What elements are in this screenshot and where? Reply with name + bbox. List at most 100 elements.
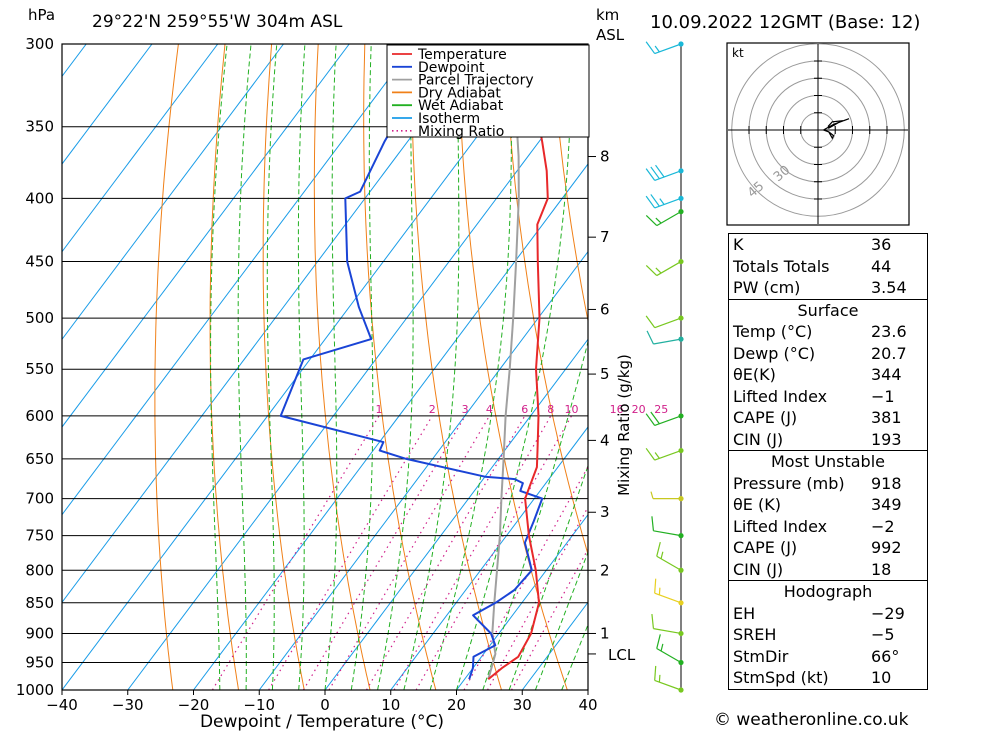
km-tick-label: 6 — [600, 300, 610, 318]
wet-adiabat-line — [210, 44, 228, 690]
mixing-ratio-label: 4 — [486, 403, 493, 416]
parcel-trajectory-line — [487, 44, 520, 680]
mixing-ratio-label: 8 — [547, 403, 554, 416]
pressure-tick-label: 550 — [25, 360, 54, 378]
dry-adiabat-line — [363, 44, 437, 690]
most-unstable-title: Most Unstable — [771, 452, 885, 471]
dry-adiabat-line — [262, 44, 305, 690]
asl-unit-label: ASL — [596, 26, 625, 44]
wind-barb-feather — [655, 164, 665, 178]
temperature-tick-label: −30 — [112, 696, 144, 714]
surface-theta-row: θE(K) 344 — [729, 364, 927, 386]
totals-totals-label: Totals Totals — [733, 256, 830, 276]
surface-temp-label: Temp (°C) — [733, 322, 813, 341]
pressure-tick-label: 850 — [25, 594, 54, 612]
km-tick-label: 1 — [600, 624, 610, 642]
mixing-ratio-line — [463, 465, 588, 690]
mu-cin-label: CIN (J) — [733, 559, 784, 579]
wind-barb — [645, 194, 684, 209]
hodograph-stats-section: Hodograph EH −29 SREH −5 StmDir 66° StmSpd … — [729, 580, 927, 689]
mixing-ratio-label: 16 — [610, 403, 624, 416]
stmspd-row: StmSpd (kt) 10 — [729, 667, 927, 689]
mixing-ratio-label: 3 — [462, 403, 469, 416]
mu-li-value: −2 — [871, 516, 895, 536]
mu-li-row: Lifted Index −2 — [729, 516, 927, 538]
wet-adiabat-line — [456, 44, 573, 690]
mu-theta-row: θE (K) 349 — [729, 494, 927, 516]
temperature-tick-label: 20 — [447, 696, 466, 714]
wind-barb-feather — [646, 330, 654, 345]
temperature-tick-label: 30 — [513, 696, 532, 714]
wind-barb — [651, 614, 684, 637]
wind-barb — [645, 164, 684, 181]
isotherm-line — [0, 44, 21, 690]
surface-cin-label: CIN (J) — [733, 429, 784, 449]
mixing-ratio-label: 25 — [654, 403, 668, 416]
wind-barb-half-feather — [654, 45, 660, 53]
legend-entry: Parcel Trajectory — [418, 73, 534, 89]
datetime-title: 10.09.2022 12GMT (Base: 12) — [650, 12, 921, 33]
wind-barb-staff — [654, 592, 682, 604]
mixing-ratio-label: 1 — [375, 403, 382, 416]
wind-barb — [645, 447, 684, 461]
surface-cape-label: CAPE (J) — [733, 408, 798, 427]
mu-cape-value: 992 — [871, 538, 902, 557]
wet-adiabat-line — [266, 44, 278, 690]
wind-barb-half-feather — [659, 198, 665, 205]
wind-barb-staff — [656, 261, 682, 277]
surface-temp-value: 23.6 — [871, 322, 907, 341]
pressure-tick-label: 600 — [25, 407, 54, 425]
isotherm-line — [62, 44, 219, 253]
pressure-unit-label: hPa — [28, 6, 56, 24]
hodograph-trace — [822, 118, 850, 140]
wind-barb-staff — [656, 211, 682, 227]
wind-barb-staff — [654, 197, 682, 209]
k-index-row: K 36 — [729, 234, 927, 256]
wind-barb-half-feather — [658, 587, 661, 595]
pressure-tick-label: 500 — [25, 309, 54, 327]
mu-pressure-row: Pressure (mb) 918 — [729, 473, 927, 495]
wind-barb-feather — [645, 264, 658, 276]
wind-barb-staff — [653, 628, 682, 635]
indices-panel: K 36 Totals Totals 44 PW (cm) 3.54 Surface … — [728, 233, 928, 690]
mu-cape-label: CAPE (J) — [733, 538, 798, 557]
surface-li-value: −1 — [871, 386, 895, 406]
isotherm-line — [62, 44, 350, 428]
pw-label: PW (cm) — [733, 278, 801, 297]
isotherm-line — [62, 44, 482, 604]
wind-barb-half-feather — [660, 551, 664, 559]
mu-cape-row: CAPE (J) 992 — [729, 537, 927, 559]
wind-barb — [646, 330, 684, 345]
pressure-tick-label: 1000 — [16, 681, 54, 699]
wind-barb-feather — [650, 411, 660, 425]
legend-entry: Isotherm — [418, 111, 480, 127]
wind-barb-staff — [653, 338, 682, 345]
wind-barb-dot — [678, 447, 684, 454]
copyright-link[interactable]: © weatheronline.co.uk — [714, 710, 909, 730]
wind-barb-dot — [678, 209, 684, 215]
surface-dewp-value: 20.7 — [871, 343, 907, 363]
surface-title: Surface — [797, 300, 859, 320]
pressure-tick-label: 750 — [25, 527, 54, 545]
wet-adiabat-line — [429, 44, 512, 690]
wind-barb-dot — [678, 41, 684, 47]
sreh-row: SREH −5 — [729, 624, 927, 646]
wind-barb-staff — [654, 43, 682, 55]
wind-barb-feather — [645, 215, 658, 227]
legend-entry: Dewpoint — [418, 60, 485, 76]
wind-barb-dot — [678, 600, 684, 606]
sreh-label: SREH — [733, 625, 777, 644]
wind-barb-dot — [678, 533, 684, 539]
wind-barb-dot — [678, 315, 684, 321]
lcl-label: LCL — [608, 646, 636, 664]
wind-barb-staff — [654, 317, 682, 329]
wind-barb-staff — [656, 555, 682, 571]
hodograph-stats-title: Hodograph — [783, 582, 873, 601]
wind-barb-half-feather — [650, 491, 654, 499]
isotherm-line — [127, 75, 588, 690]
wind-barb-dot — [678, 567, 684, 573]
wind-barb-staff — [656, 647, 682, 663]
most-unstable-section: Most Unstable Pressure (mb) 918 θE (K) 349… — [729, 450, 927, 580]
